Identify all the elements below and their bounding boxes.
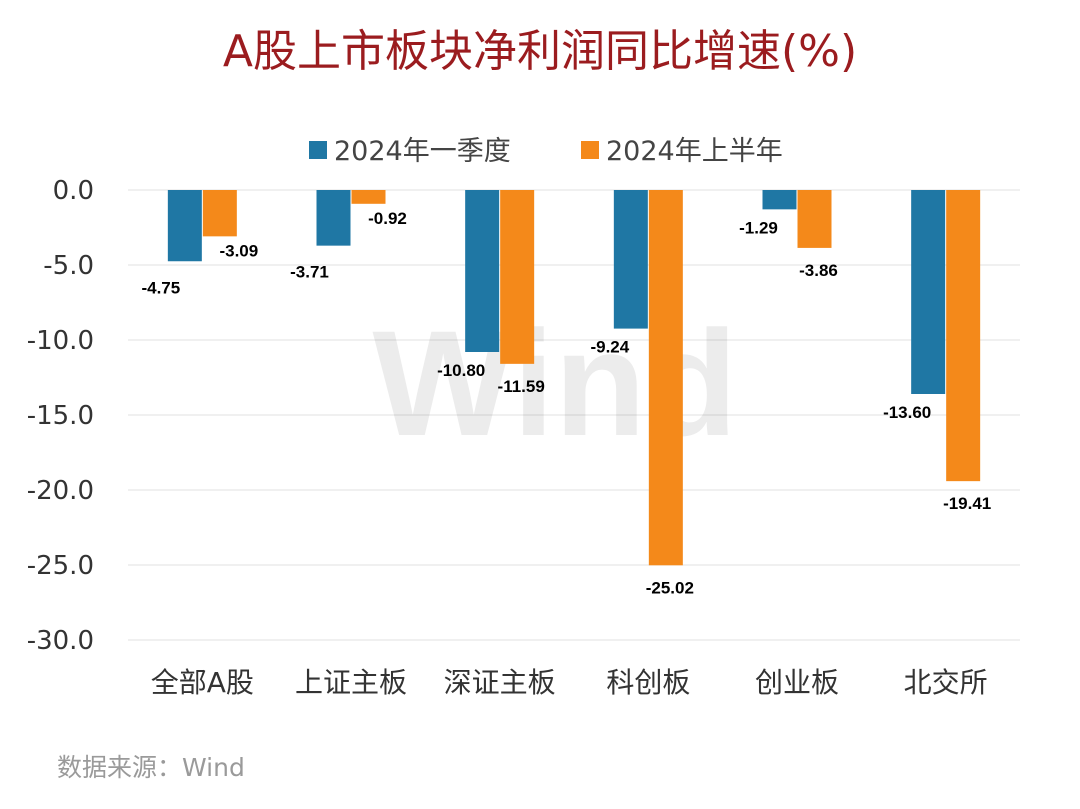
bar-series-1 (613, 190, 648, 329)
x-tick-label: 北交所 (904, 666, 988, 699)
bar-series-1 (316, 190, 351, 246)
y-tick-label: -5.0 (43, 251, 94, 281)
legend-label-series-2: 2024年上半年 (606, 136, 783, 167)
bar-series-2 (351, 190, 386, 204)
x-tick-label: 创业板 (755, 666, 839, 699)
x-tick-label: 全部A股 (151, 666, 254, 699)
y-tick-label: -15.0 (27, 401, 94, 431)
y-tick-label: -10.0 (27, 326, 94, 356)
x-tick-label: 科创板 (606, 666, 690, 699)
legend-label-series-1: 2024年一季度 (334, 136, 511, 167)
data-label-series-1: -9.24 (590, 338, 629, 357)
bar-series-1 (762, 190, 797, 210)
legend: 2024年一季度 2024年上半年 (309, 136, 783, 167)
y-tick-label: -20.0 (27, 476, 94, 506)
legend-swatch-series-1 (309, 141, 327, 159)
data-label-series-2: -11.59 (498, 377, 545, 396)
bar-series-2 (946, 190, 981, 482)
y-tick-label: -25.0 (27, 551, 94, 581)
data-label-series-2: -0.92 (368, 209, 407, 228)
legend-swatch-series-2 (581, 141, 599, 159)
bar-series-2 (797, 190, 832, 248)
bar-series-1 (465, 190, 500, 352)
chart-title: A股上市板块净利润同比增速(%) (223, 26, 857, 77)
bars (167, 190, 981, 566)
x-tick-label: 上证主板 (295, 666, 407, 699)
data-label-series-1: -1.29 (739, 218, 778, 237)
data-label-series-1: -10.80 (437, 361, 485, 380)
bar-series-1 (911, 190, 946, 394)
source-note: 数据来源：Wind (57, 753, 245, 782)
data-label-series-2: -3.86 (799, 261, 838, 280)
gridlines (128, 189, 1020, 641)
data-label-series-2: -19.41 (943, 494, 991, 513)
x-axis: 全部A股 上证主板 深证主板 科创板 创业板 北交所 (151, 666, 988, 699)
y-tick-label: 0.0 (53, 176, 94, 206)
data-label-series-2: -25.02 (646, 578, 694, 597)
y-tick-label: -30.0 (27, 626, 94, 656)
y-axis: 0.0 -5.0 -10.0 -15.0 -20.0 -25.0 -30.0 (27, 176, 94, 656)
bar-series-2 (500, 190, 535, 364)
data-label-series-1: -3.71 (290, 263, 329, 282)
bar-series-1 (167, 190, 202, 262)
x-tick-label: 深证主板 (444, 666, 556, 699)
data-label-series-1: -13.60 (883, 403, 931, 422)
data-label-series-2: -3.09 (219, 241, 258, 260)
data-label-series-1: -4.75 (141, 278, 180, 297)
data-labels: -4.75 -3.09 -3.71 -0.92 -10.80 -11.59 -9.24 -25… (141, 209, 991, 597)
bar-series-2 (202, 190, 237, 237)
bar-series-2 (648, 190, 683, 566)
